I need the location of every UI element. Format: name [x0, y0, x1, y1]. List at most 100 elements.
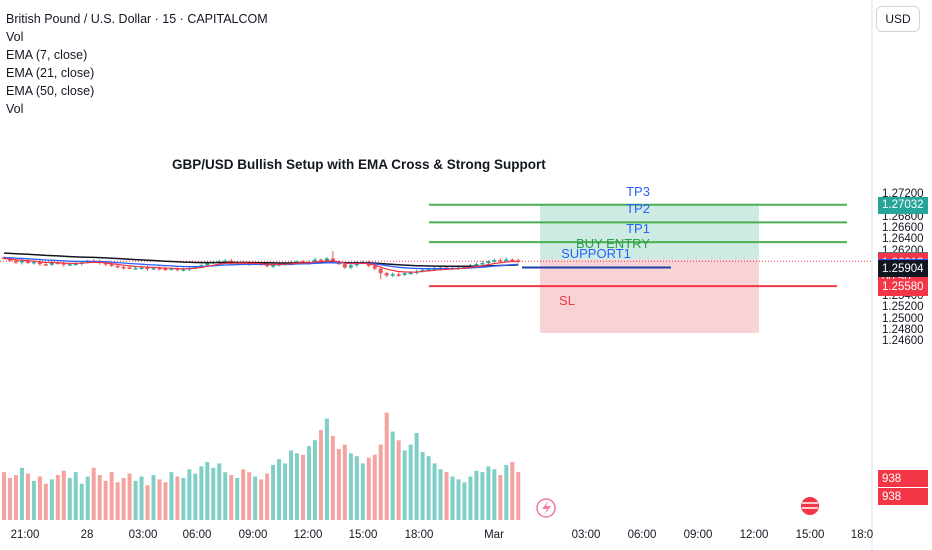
volume-bar — [366, 457, 371, 520]
volume-bar — [432, 463, 437, 520]
volume-bar — [181, 477, 186, 520]
volume-bar — [450, 476, 455, 520]
candle-body — [342, 264, 347, 268]
candle-body — [103, 263, 108, 265]
candle-body — [145, 267, 150, 270]
volume-bar — [474, 470, 479, 520]
volume-bar — [133, 480, 138, 520]
candle-body — [318, 259, 323, 262]
volume-bar — [79, 483, 84, 520]
legend-vol-2[interactable]: Vol — [6, 102, 24, 116]
level-label-tp2: TP2 — [626, 201, 650, 217]
volume-bar — [462, 482, 467, 520]
volume-tag: 938 — [878, 488, 928, 505]
volume-bar — [324, 418, 329, 520]
volume-bar — [115, 482, 120, 520]
level-label-tp1: TP1 — [626, 221, 650, 237]
volume-bar — [193, 473, 198, 520]
volume-tag: 938 — [878, 470, 928, 487]
x-tick-label: 06:00 — [182, 529, 212, 541]
volume-bar — [295, 453, 300, 520]
candle-body — [31, 261, 36, 264]
legend-ema7[interactable]: EMA (7, close) — [6, 48, 88, 62]
volume-bar — [414, 433, 419, 520]
volume-bar — [169, 472, 174, 520]
candle-body — [67, 264, 72, 266]
volume-bar — [492, 469, 497, 520]
candle-body — [127, 267, 132, 270]
volume-bar — [301, 454, 305, 520]
volume-bar — [2, 472, 6, 520]
candle-body — [348, 265, 353, 268]
price-tag-value: 1.27032 — [882, 199, 924, 212]
volume-bar — [516, 472, 521, 520]
volume-bar — [211, 467, 216, 520]
legend-vol[interactable]: Vol — [6, 30, 24, 44]
profit-zone — [540, 204, 759, 260]
price-tag: 1.25904 — [878, 260, 928, 278]
candle-body — [330, 258, 335, 262]
volume-bar — [19, 467, 24, 520]
candle-body — [474, 264, 479, 266]
candle-body — [133, 268, 138, 270]
loss-zone — [540, 259, 759, 333]
candle-body — [121, 266, 126, 269]
x-tick-label: 09:00 — [238, 529, 268, 541]
volume-bar — [396, 440, 401, 520]
volume-bar — [61, 470, 66, 520]
legend-ema21[interactable]: EMA (21, close) — [6, 66, 95, 80]
volume-bar — [336, 448, 341, 520]
candle-body — [25, 260, 30, 263]
volume-bar — [205, 462, 210, 520]
candle-body — [384, 273, 389, 276]
volume-bar — [91, 467, 96, 520]
volume-bar — [271, 464, 276, 520]
volume-bar — [241, 469, 246, 520]
y-tick-label: 1.25200 — [882, 301, 924, 314]
candle-body — [510, 259, 515, 262]
x-tick-label: 18:0 — [850, 529, 874, 541]
candle-body — [205, 263, 210, 266]
y-tick-label: 1.26800 — [882, 210, 924, 223]
volume-bar — [306, 446, 311, 520]
volume-bar — [217, 463, 222, 520]
volume-bar — [109, 472, 114, 520]
x-tick-label: 18:00 — [404, 529, 434, 541]
candle-body — [109, 264, 114, 266]
volume-bar — [163, 482, 168, 520]
level-label-sl: SL — [559, 293, 575, 309]
symbol-title[interactable]: British Pound / U.S. Dollar · 15 · CAPIT… — [6, 12, 268, 26]
candle-body — [181, 269, 186, 271]
volume-bar — [510, 462, 515, 520]
x-tick-label: 28 — [80, 529, 94, 541]
ema21-line — [3, 256, 519, 270]
volume-bar — [139, 476, 144, 520]
candle-body — [43, 264, 48, 266]
legend-ema50[interactable]: EMA (50, close) — [6, 84, 95, 98]
chart-title: GBP/USD Bullish Setup with EMA Cross & S… — [172, 157, 546, 172]
currency-button[interactable]: USD — [876, 6, 920, 32]
volume-bar — [360, 463, 365, 520]
price-tag: 1.27032 — [878, 196, 928, 214]
volume-bar — [289, 450, 294, 520]
volume-bar — [498, 475, 503, 520]
candle-body — [157, 268, 162, 270]
volume-bar — [426, 456, 431, 520]
candle-body — [402, 273, 407, 275]
volume-bar — [390, 431, 395, 520]
candle-body — [396, 274, 401, 276]
volume-bar — [480, 472, 485, 520]
volume-bar — [151, 475, 156, 520]
candle-body — [498, 260, 503, 262]
lightning-icon — [542, 501, 551, 515]
volume-bar — [420, 451, 425, 520]
x-tick-label: 09:00 — [683, 529, 713, 541]
volume-bar — [283, 463, 288, 520]
candle-body — [223, 260, 228, 263]
candle-body — [408, 272, 413, 275]
volume-bar — [7, 477, 12, 520]
volume-bar — [348, 453, 353, 520]
candle-body — [486, 261, 491, 263]
volume-bar — [67, 477, 72, 520]
